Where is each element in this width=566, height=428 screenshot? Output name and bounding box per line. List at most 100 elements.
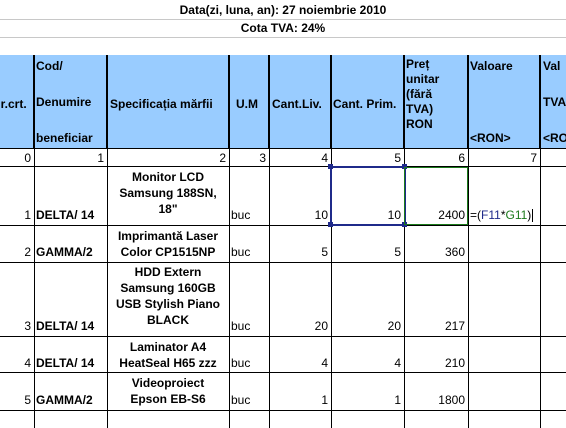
- index-cell[interactable]: 4: [321, 151, 328, 165]
- cell-spec-line: HeatSeal H65 zzz: [119, 356, 217, 370]
- cell-nr[interactable]: 3: [24, 319, 31, 333]
- header-valoare-line1: Valoare: [470, 59, 513, 73]
- cell-spec[interactable]: Imprimantă Laser Color CP1515NP: [107, 228, 229, 260]
- cell-um[interactable]: buc: [231, 208, 251, 222]
- header-cant-prim[interactable]: Cant. Prim.: [331, 55, 404, 149]
- cell-cant-liv[interactable]: 10: [314, 208, 328, 222]
- selection-handle[interactable]: [328, 222, 333, 227]
- cell-spec-line: Samsung 160GB: [120, 281, 216, 295]
- cell-cant-liv[interactable]: 20: [314, 319, 328, 333]
- header-pret-line3: (fără: [406, 87, 433, 101]
- formula-suffix: ): [527, 208, 532, 222]
- cell-spec-line: HDD Extern: [134, 265, 202, 279]
- cell-cant-prim[interactable]: 10: [387, 208, 401, 222]
- cell-um[interactable]: buc: [231, 245, 251, 259]
- index-cell[interactable]: 1: [97, 151, 104, 165]
- cell-nr[interactable]: 5: [24, 393, 31, 407]
- header-pret-line5: RON: [406, 117, 433, 131]
- header-nr-crt[interactable]: Nr.crt.: [0, 55, 34, 149]
- header-um-label: U.M: [236, 97, 258, 111]
- cell-cod[interactable]: GAMMA/2: [36, 393, 93, 407]
- formula-ref-g: G11: [505, 208, 528, 222]
- cell-cant-prim[interactable]: 5: [394, 245, 401, 259]
- cell-spec-line: 18": [158, 202, 178, 216]
- formula-ref-f11-highlight[interactable]: [330, 166, 406, 226]
- cell-cant-liv[interactable]: 4: [321, 356, 328, 370]
- index-cell[interactable]: 5: [394, 151, 401, 165]
- gridline: [0, 37, 566, 38]
- title-date[interactable]: Data(zi, luna, an): 27 noiembrie 2010: [179, 3, 387, 17]
- cell-pret[interactable]: 210: [444, 356, 465, 370]
- row-border: [0, 410, 566, 411]
- cell-spec-line: Laminator A4: [129, 340, 207, 354]
- cell-spec[interactable]: Videoproiect Epson EB-S6: [107, 375, 229, 407]
- cell-cod[interactable]: DELTA/ 14: [36, 319, 95, 333]
- cell-cant-prim[interactable]: 1: [394, 393, 401, 407]
- column-border: [404, 55, 405, 428]
- title-tva[interactable]: Cota TVA: 24%: [240, 21, 326, 35]
- cell-nr[interactable]: 4: [24, 356, 31, 370]
- header-pret-line4: TVA): [406, 102, 434, 116]
- cell-um[interactable]: buc: [231, 319, 251, 333]
- header-valtva-line1: Val: [543, 59, 561, 73]
- header-specificatia[interactable]: Specificația mărfii: [107, 55, 229, 149]
- header-um[interactable]: U.M: [229, 55, 269, 149]
- cell-cant-prim[interactable]: 20: [387, 319, 401, 333]
- column-border: [107, 55, 108, 428]
- column-border: [468, 55, 469, 428]
- header-cant-prim-label: Cant. Prim.: [333, 97, 397, 111]
- cell-spec-line: Samsung 188SN,: [119, 186, 217, 200]
- index-cell[interactable]: 3: [259, 151, 266, 165]
- header-cod[interactable]: Cod/ Denumire beneficiar: [34, 55, 107, 149]
- header-cod-line3: beneficiar: [36, 131, 93, 145]
- cell-spec[interactable]: HDD Extern Samsung 160GB USB Stylish Pia…: [107, 264, 229, 328]
- cell-um[interactable]: buc: [231, 356, 251, 370]
- cell-cant-liv[interactable]: 5: [321, 245, 328, 259]
- cell-pret[interactable]: 2400: [438, 208, 465, 222]
- header-spec-label: Specificația mărfii: [110, 97, 213, 111]
- index-cell[interactable]: 7: [530, 151, 537, 165]
- cell-spec[interactable]: Monitor LCD Samsung 188SN, 18": [107, 169, 229, 217]
- row-border: [0, 262, 566, 263]
- cell-spec-line: Epson EB-S6: [130, 392, 206, 406]
- cell-cant-liv[interactable]: 1: [321, 393, 328, 407]
- header-pret-unitar[interactable]: Preț unitar (fără TVA) RON: [404, 55, 468, 149]
- cell-spec[interactable]: Laminator A4 HeatSeal H65 zzz: [107, 339, 229, 371]
- cell-cod[interactable]: DELTA/ 14: [36, 208, 95, 222]
- index-cell[interactable]: 2: [219, 151, 226, 165]
- text-cursor: [532, 209, 534, 223]
- cell-cod[interactable]: DELTA/ 14: [36, 356, 95, 370]
- formula-ref-g11-highlight[interactable]: [404, 167, 468, 225]
- selection-handle[interactable]: [402, 164, 407, 169]
- row-border: [0, 372, 566, 373]
- header-valoare-tva[interactable]: Val TVA <RO: [540, 55, 566, 149]
- index-cell[interactable]: 6: [458, 151, 465, 165]
- cell-spec-line: USB Stylish Piano: [115, 297, 221, 311]
- header-cant-liv-label: Cant.Liv.: [272, 97, 322, 111]
- row-border: [0, 166, 566, 167]
- header-valtva-line3: <RO: [543, 131, 566, 145]
- cell-nr[interactable]: 1: [24, 208, 31, 222]
- cell-pret[interactable]: 1800: [438, 393, 465, 407]
- column-border: [229, 55, 230, 428]
- formula-ref-f: F11: [481, 208, 501, 222]
- cell-spec-line: Imprimantă Laser: [117, 229, 219, 243]
- cell-pret[interactable]: 360: [444, 245, 465, 259]
- row-border: [0, 336, 566, 337]
- cell-cant-prim[interactable]: 4: [394, 356, 401, 370]
- header-cod-line1: Cod/: [36, 59, 63, 73]
- index-cell[interactable]: 0: [24, 151, 31, 165]
- row-border: [0, 225, 566, 226]
- cell-pret[interactable]: 217: [444, 319, 465, 333]
- cell-nr[interactable]: 2: [24, 245, 31, 259]
- header-cant-liv[interactable]: Cant.Liv.: [269, 55, 331, 149]
- cell-cod[interactable]: GAMMA/2: [36, 245, 93, 259]
- cell-um[interactable]: buc: [231, 393, 251, 407]
- column-border: [269, 55, 270, 428]
- header-valoare[interactable]: Valoare <RON>: [468, 55, 540, 149]
- cell-spec-line: Color CP1515NP: [120, 245, 216, 259]
- selection-handle[interactable]: [328, 164, 333, 169]
- formula-edit-cell[interactable]: =(F11*G11): [470, 208, 534, 223]
- cell-spec-line: Videoproiect: [131, 376, 205, 390]
